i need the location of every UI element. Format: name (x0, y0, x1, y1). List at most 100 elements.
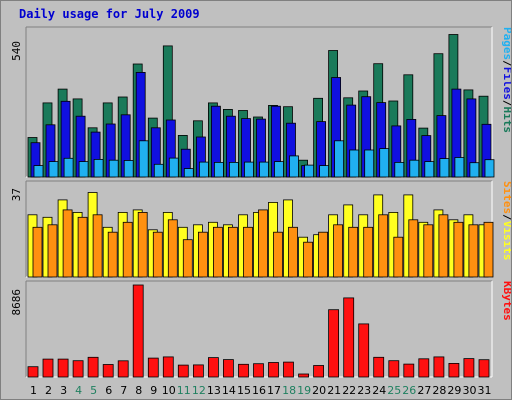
bar-pages-day-27 (424, 161, 435, 178)
bar-sites-day-8 (137, 211, 148, 278)
legend-files: Files (501, 67, 511, 100)
legend-top: Pages/Files/Hits (501, 27, 511, 133)
bar-pages-day-26 (409, 159, 420, 178)
bar-pages-day-17 (274, 161, 284, 178)
bar-pages-day-25 (394, 161, 405, 178)
bar-pages-day-13 (213, 161, 224, 178)
bar-sites-day-20 (318, 231, 329, 278)
x-label-day-22: 22 (342, 384, 356, 397)
bar-kbytes-day-14 (222, 359, 234, 378)
bar-pages-day-6 (108, 159, 119, 178)
bar-kbytes-day-16 (253, 363, 264, 378)
x-label-day-10: 10 (162, 384, 176, 397)
bar-sites-day-7 (122, 221, 133, 278)
bar-pages-day-15 (244, 161, 254, 178)
bar-pages-day-30 (469, 162, 480, 178)
bar-sites-day-11 (182, 239, 193, 278)
x-label-day-16: 16 (252, 384, 266, 397)
bar-sites-day-17 (273, 231, 283, 278)
bar-pages-day-21 (334, 140, 345, 178)
legend-separator: / (501, 100, 511, 107)
x-label-day-20: 20 (312, 384, 326, 397)
x-label-day-24: 24 (372, 384, 386, 397)
x-label-day-25: 25 (387, 384, 401, 397)
x-label-day-21: 21 (327, 384, 341, 397)
x-label-day-5: 5 (90, 384, 97, 397)
bar-kbytes-day-5 (87, 356, 99, 378)
bar-kbytes-day-13 (207, 357, 219, 378)
x-label-day-26: 26 (402, 384, 416, 397)
x-label-day-14: 14 (222, 384, 236, 397)
legend-hits: Hits (501, 107, 511, 134)
bar-kbytes-day-11 (177, 364, 189, 378)
bar-pages-day-2 (48, 161, 59, 178)
x-label-day-30: 30 (463, 384, 477, 397)
bar-sites-day-23 (363, 226, 374, 278)
bar-kbytes-day-19 (298, 373, 310, 378)
bar-pages-day-29 (454, 157, 465, 178)
bar-sites-day-22 (348, 226, 359, 278)
x-label-day-11: 11 (177, 384, 191, 397)
bar-pages-day-9 (153, 163, 164, 178)
x-label-day-8: 8 (135, 384, 142, 397)
bar-sites-day-12 (197, 231, 208, 278)
chart-title: Daily usage for July 2009 (19, 7, 200, 21)
bar-sites-day-29 (453, 221, 464, 278)
bar-kbytes-day-25 (388, 360, 400, 378)
bar-kbytes-day-8 (132, 284, 144, 378)
bar-kbytes-day-1 (27, 366, 39, 378)
bar-kbytes-day-10 (162, 356, 174, 378)
bar-pages-day-23 (364, 149, 375, 178)
panel-bottom (26, 281, 492, 377)
bar-sites-day-30 (468, 224, 479, 278)
bar-pages-day-16 (259, 161, 269, 178)
bar-kbytes-day-12 (192, 364, 204, 378)
bar-pages-day-1 (33, 165, 44, 178)
bar-kbytes-day-21 (328, 309, 340, 378)
bar-kbytes-day-20 (313, 365, 325, 378)
bar-sites-day-4 (77, 216, 88, 278)
bar-pages-day-5 (93, 158, 104, 178)
bar-kbytes-day-28 (433, 356, 445, 378)
bar-pages-day-20 (319, 165, 330, 178)
legend-sites: Sites (501, 181, 511, 214)
bar-sites-day-19 (303, 241, 314, 278)
x-label-day-13: 13 (207, 384, 221, 397)
bar-sites-day-10 (167, 219, 178, 278)
x-label-day-17: 17 (267, 384, 281, 397)
bar-pages-day-7 (123, 160, 134, 178)
legend-middle: Sites/Visits (501, 181, 511, 261)
legend-separator: / (501, 214, 511, 221)
bar-kbytes-day-4 (72, 360, 84, 378)
x-label-day-7: 7 (120, 384, 127, 397)
bar-sites-day-25 (393, 236, 404, 278)
bar-sites-day-13 (212, 226, 223, 278)
bar-sites-day-28 (438, 214, 449, 278)
x-label-day-12: 12 (192, 384, 206, 397)
bar-pages-day-19 (304, 164, 315, 178)
bar-kbytes-day-15 (238, 363, 249, 378)
bar-kbytes-day-27 (418, 358, 430, 378)
bar-pages-day-28 (439, 158, 450, 178)
x-label-day-31: 31 (478, 384, 492, 397)
bar-sites-day-3 (62, 209, 73, 278)
bar-pages-day-12 (198, 161, 209, 178)
x-label-day-15: 15 (237, 384, 251, 397)
bar-kbytes-day-2 (42, 358, 54, 378)
bar-pages-day-24 (379, 148, 390, 178)
x-label-day-19: 19 (297, 384, 311, 397)
bar-sites-day-14 (227, 226, 238, 278)
legend-visits: Visits (501, 221, 511, 261)
bar-kbytes-day-24 (373, 356, 385, 378)
bar-sites-day-31 (483, 221, 494, 278)
x-label-day-4: 4 (75, 384, 82, 397)
legend-kbytes: KBytes (501, 281, 511, 321)
bar-sites-day-9 (152, 231, 163, 278)
bar-kbytes-day-22 (343, 297, 355, 378)
bar-sites-day-16 (258, 209, 268, 278)
x-label-day-1: 1 (30, 384, 37, 397)
bar-sites-day-5 (92, 214, 103, 278)
bar-kbytes-day-18 (283, 361, 294, 378)
